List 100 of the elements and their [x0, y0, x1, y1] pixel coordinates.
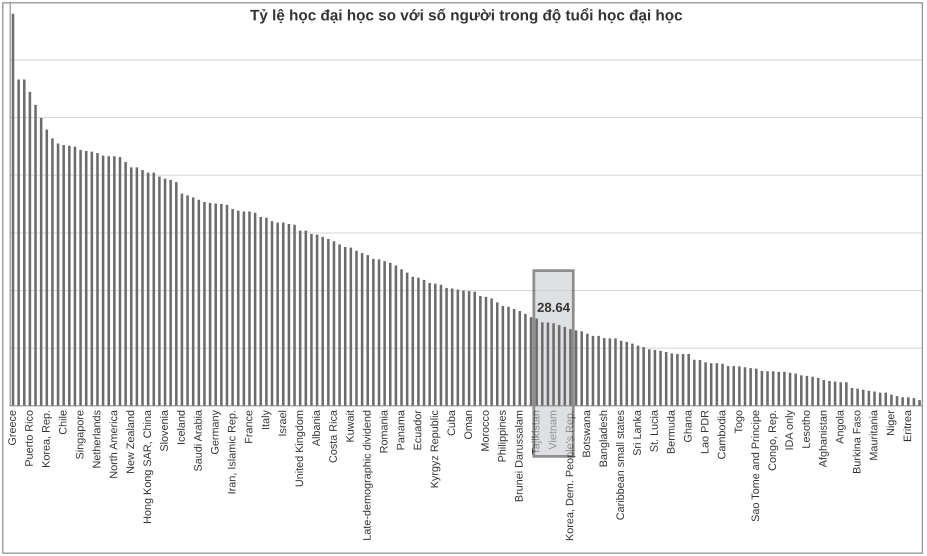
- bar: [136, 167, 138, 406]
- bar: [124, 162, 127, 406]
- bar: [344, 247, 346, 406]
- bar: [203, 202, 206, 406]
- bar: [316, 234, 318, 406]
- bar: [422, 280, 426, 406]
- bar: [96, 153, 99, 406]
- x-tick-label: Morocco: [481, 410, 489, 451]
- bar: [907, 397, 910, 406]
- bar: [226, 204, 228, 406]
- bar: [378, 259, 380, 406]
- bar: [896, 396, 898, 406]
- bar: [744, 367, 746, 406]
- bar: [884, 392, 888, 406]
- bar: [265, 218, 268, 406]
- x-tick-label: United Kingdom: [295, 410, 306, 486]
- bar: [659, 350, 662, 406]
- bar: [350, 248, 352, 406]
- x-tick-label: Tajikistan: [532, 410, 542, 454]
- bar: [192, 197, 194, 406]
- bar: [304, 230, 308, 406]
- x-tick-label: Slovenia: [160, 410, 168, 452]
- bar: [338, 244, 341, 406]
- x-tick-label: Bangladesh: [599, 410, 610, 466]
- bar: [614, 338, 617, 406]
- x-tick-label: Bermuda: [666, 410, 675, 454]
- x-tick-label: IDA only: [784, 410, 796, 450]
- bar: [84, 151, 88, 406]
- x-tick-label: Romania: [380, 410, 388, 453]
- bar: [636, 346, 640, 406]
- bar: [242, 212, 246, 406]
- x-tick-label: Israel: [278, 410, 286, 436]
- bar: [541, 322, 544, 406]
- x-tick-label: Singapore: [76, 410, 86, 459]
- bar: [17, 79, 20, 406]
- bar: [152, 172, 156, 406]
- x-tick-label: Afghanistan: [818, 410, 829, 468]
- x-tick-label: Kuwait: [346, 410, 354, 442]
- bar: [868, 390, 870, 406]
- bar: [40, 118, 42, 406]
- bar: [490, 298, 493, 406]
- bar: [788, 372, 792, 406]
- bar: [620, 340, 622, 406]
- x-tick-label: Albania: [312, 410, 320, 446]
- bar: [473, 292, 476, 406]
- bar: [366, 255, 370, 406]
- bar: [592, 336, 594, 406]
- bar: [546, 322, 550, 406]
- bar: [502, 306, 504, 406]
- bar: [873, 391, 876, 406]
- x-tick-label: Brunei Darussalam: [514, 410, 523, 502]
- x-tick-label: Germany: [210, 410, 221, 454]
- bar: [693, 360, 696, 406]
- x-tick-label: Burkina Faso: [852, 410, 861, 473]
- bar: [496, 302, 499, 406]
- bar: [654, 350, 656, 406]
- bar: [62, 144, 65, 406]
- bar: [310, 234, 313, 406]
- x-tick-label: New Zealand: [126, 410, 134, 473]
- x-tick-label: Saudi Arabia: [194, 410, 202, 471]
- bar: [845, 382, 848, 406]
- x-tick-label: Iran, Islamic Rep.: [228, 411, 238, 494]
- bar: [293, 224, 296, 406]
- bar: [141, 170, 144, 406]
- bar: [236, 210, 240, 406]
- bar: [901, 397, 904, 406]
- bar: [282, 222, 285, 406]
- x-tick-label: Iceland: [176, 410, 185, 444]
- x-tick-label: Lao PDR: [700, 410, 708, 454]
- bar: [625, 342, 628, 406]
- x-tick-label: Lesotho: [802, 410, 810, 448]
- x-tick-label: Vietnam: [548, 410, 556, 450]
- bar: [180, 194, 184, 406]
- bar: [642, 347, 645, 406]
- bar: [806, 376, 808, 406]
- bar: [394, 265, 398, 406]
- x-tick-label: France: [244, 410, 252, 443]
- bar: [912, 398, 916, 406]
- bar: [355, 250, 358, 406]
- bar: [518, 311, 522, 406]
- bar: [428, 283, 431, 406]
- bar: [878, 392, 882, 406]
- bar: [710, 363, 712, 406]
- bar: [800, 375, 803, 406]
- bar: [890, 394, 893, 406]
- bar: [738, 366, 741, 406]
- bar: [468, 291, 470, 406]
- bar: [862, 390, 865, 406]
- bar: [332, 241, 336, 406]
- x-tick-label: Botswana: [582, 410, 590, 457]
- bar: [687, 354, 690, 406]
- x-tick-label: Congo, Rep.: [768, 411, 778, 470]
- bar: [794, 374, 797, 406]
- bar: [569, 329, 572, 406]
- bar: [74, 146, 76, 406]
- x-tick-label: Hong Kong SAR, China: [143, 410, 154, 523]
- bar: [704, 362, 707, 406]
- bar: [580, 331, 583, 406]
- x-tick-label: Netherlands: [92, 410, 100, 468]
- bar: [79, 150, 82, 406]
